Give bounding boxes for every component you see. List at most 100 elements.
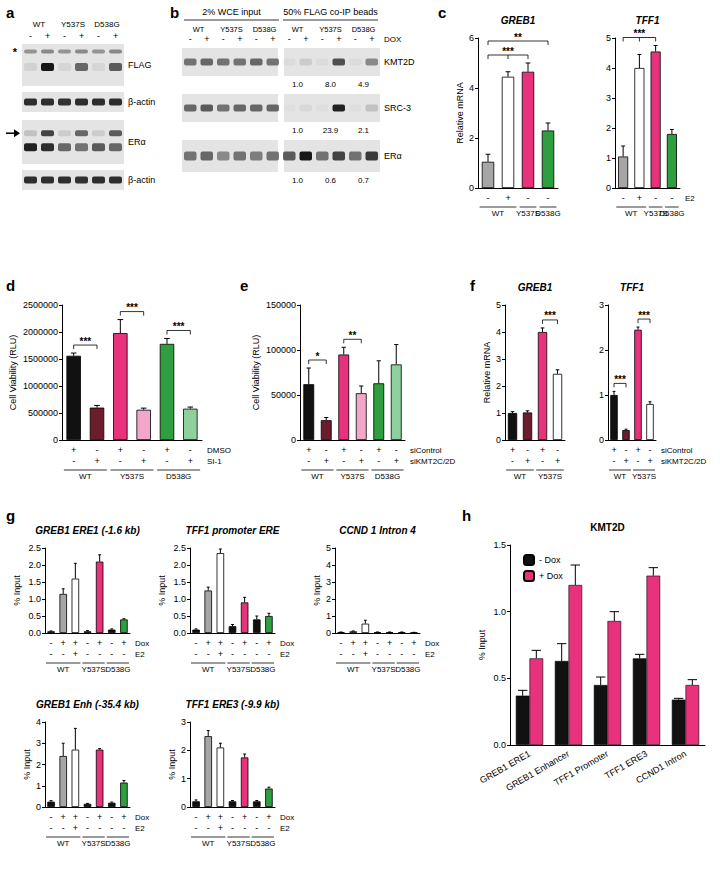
svg-text:+: + <box>351 638 356 648</box>
svg-text:1: 1 <box>36 781 41 791</box>
svg-text:***: *** <box>502 46 514 57</box>
svg-text:D538G: D538G <box>105 665 130 674</box>
svg-text:+: + <box>303 34 308 44</box>
svg-text:Y537S: Y537S <box>82 665 106 674</box>
svg-text:4: 4 <box>606 63 611 73</box>
svg-text:+: + <box>97 638 102 648</box>
svg-text:0.7: 0.7 <box>358 176 370 185</box>
svg-text:-: - <box>255 823 258 833</box>
svg-text:CCND 1 Intron 4: CCND 1 Intron 4 <box>339 525 416 536</box>
svg-text:1.5: 1.5 <box>173 577 186 587</box>
svg-text:KMT2D: KMT2D <box>384 57 415 67</box>
svg-text:+: + <box>387 638 392 648</box>
svg-text:1: 1 <box>599 390 604 400</box>
svg-text:WT: WT <box>57 839 70 848</box>
svg-text:+: + <box>359 456 364 466</box>
svg-text:TFF1 Promoter: TFF1 Promoter <box>552 749 610 788</box>
svg-text:+: + <box>623 456 628 466</box>
svg-text:-: - <box>86 638 89 648</box>
svg-text:***: *** <box>126 302 138 313</box>
svg-text:-: - <box>487 193 490 203</box>
svg-text:1.0: 1.0 <box>292 80 304 89</box>
svg-text:+: + <box>237 34 242 44</box>
svg-text:2.5: 2.5 <box>173 543 186 553</box>
svg-text:-: - <box>110 823 113 833</box>
svg-text:-: - <box>119 456 122 466</box>
svg-text:-: - <box>360 445 363 455</box>
svg-text:1.5: 1.5 <box>28 577 41 587</box>
svg-text:2000000: 2000000 <box>23 327 58 337</box>
svg-text:+: + <box>206 812 211 822</box>
svg-text:siControl: siControl <box>410 446 442 455</box>
svg-text:+: + <box>118 445 123 455</box>
svg-text:-: - <box>243 649 246 659</box>
svg-text:Dox: Dox <box>135 813 149 822</box>
svg-text:+: + <box>121 638 126 648</box>
svg-text:Y537S: Y537S <box>120 472 144 481</box>
svg-text:3: 3 <box>326 577 331 587</box>
svg-text:4: 4 <box>36 717 41 727</box>
svg-text:-: - <box>122 649 125 659</box>
svg-text:-: - <box>511 456 514 466</box>
svg-text:% Input: % Input <box>12 575 22 606</box>
svg-text:+: + <box>113 31 118 41</box>
svg-text:-: - <box>110 638 113 648</box>
svg-text:Cell Viability (RLU): Cell Viability (RLU) <box>251 335 261 410</box>
svg-text:+: + <box>121 812 126 822</box>
svg-text:4: 4 <box>469 83 474 93</box>
svg-text:GREB1: GREB1 <box>518 282 553 293</box>
svg-text:0.5: 0.5 <box>173 611 186 621</box>
svg-text:Dox: Dox <box>135 639 149 648</box>
svg-text:500000: 500000 <box>28 408 58 418</box>
svg-text:+: + <box>218 812 223 822</box>
svg-text:5: 5 <box>496 300 501 310</box>
svg-text:+: + <box>324 456 329 466</box>
svg-text:+: + <box>61 638 66 648</box>
svg-text:2: 2 <box>606 123 611 133</box>
svg-text:3: 3 <box>496 354 501 364</box>
svg-text:+: + <box>97 812 102 822</box>
svg-text:-: - <box>86 812 89 822</box>
svg-text:- Dox: - Dox <box>539 555 561 565</box>
svg-text:Cell Viability (RLU): Cell Viability (RLU) <box>8 335 18 410</box>
svg-text:-: - <box>142 445 145 455</box>
svg-text:2.0: 2.0 <box>28 560 41 570</box>
svg-text:D538G: D538G <box>94 20 119 29</box>
svg-text:0.5: 0.5 <box>493 673 506 683</box>
svg-text:Y537S: Y537S <box>227 839 251 848</box>
svg-text:+: + <box>94 456 99 466</box>
svg-text:5: 5 <box>606 33 611 43</box>
svg-text:2: 2 <box>181 745 186 755</box>
svg-text:β-actin: β-actin <box>128 175 155 185</box>
svg-text:2.0: 2.0 <box>173 560 186 570</box>
svg-text:g: g <box>6 507 15 524</box>
svg-text:-: - <box>195 812 198 822</box>
svg-text:2500000: 2500000 <box>23 300 58 310</box>
svg-text:Y537S: Y537S <box>372 665 396 674</box>
svg-text:0: 0 <box>469 183 474 193</box>
svg-text:-: - <box>110 649 113 659</box>
svg-text:D538G: D538G <box>352 25 376 34</box>
svg-text:f: f <box>470 277 476 294</box>
svg-text:-: - <box>50 823 53 833</box>
svg-text:0: 0 <box>291 435 296 445</box>
svg-text:-: - <box>29 31 32 41</box>
svg-text:*: * <box>13 46 18 58</box>
svg-text:2.5: 2.5 <box>28 543 41 553</box>
svg-text:-: - <box>243 823 246 833</box>
svg-text:Dox: Dox <box>280 639 294 648</box>
svg-text:WT: WT <box>292 25 304 34</box>
svg-text:c: c <box>438 4 446 21</box>
svg-text:0: 0 <box>496 435 501 445</box>
svg-text:E2: E2 <box>685 194 695 203</box>
svg-text:D538G: D538G <box>250 839 275 848</box>
svg-text:Y537S: Y537S <box>220 25 243 34</box>
svg-text:-: - <box>354 34 357 44</box>
svg-text:Y537S: Y537S <box>82 839 106 848</box>
svg-text:+: + <box>540 445 545 455</box>
svg-text:+: + <box>61 812 66 822</box>
svg-text:siKMT2C/2D: siKMT2C/2D <box>661 457 707 466</box>
svg-text:DOX: DOX <box>384 35 402 44</box>
svg-text:+: + <box>635 445 640 455</box>
svg-text:-: - <box>376 649 379 659</box>
